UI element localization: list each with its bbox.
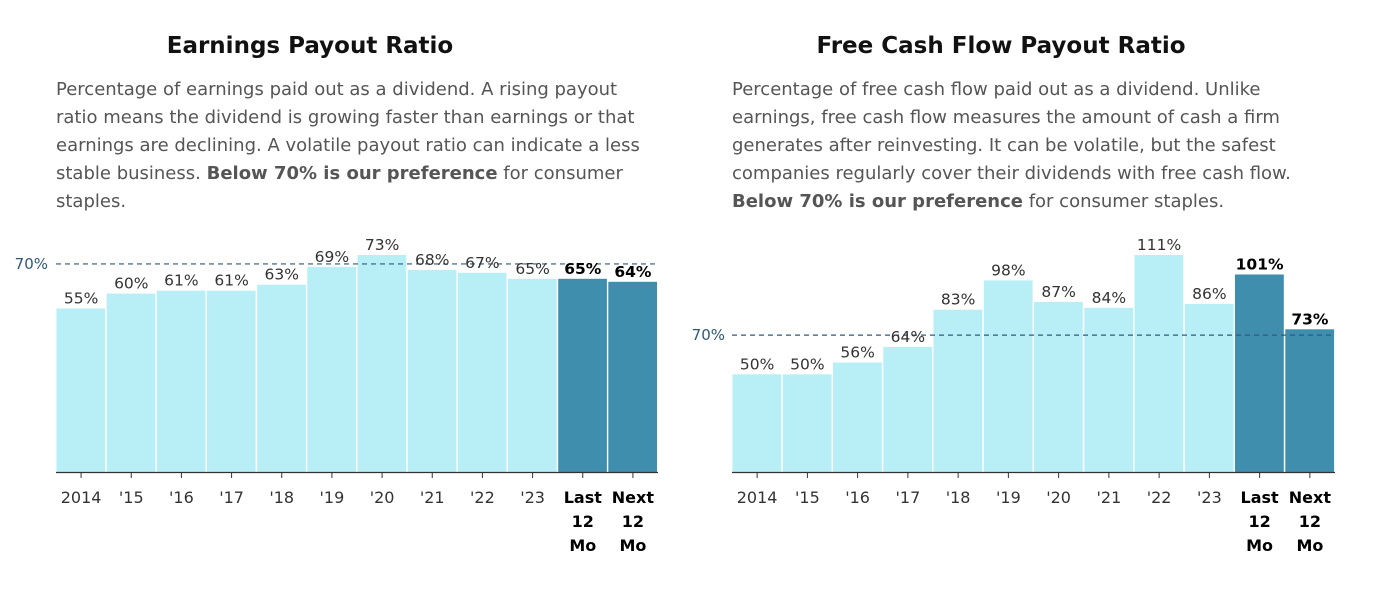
panel-title: Earnings Payout Ratio (166, 33, 454, 59)
x-tick-label: '22 (1147, 488, 1172, 507)
x-tick-label: Last 12 Mo (1241, 488, 1280, 555)
bar (357, 255, 407, 472)
description-emphasis: Below 70% is our preference (732, 191, 1023, 212)
fcf-payout-panel: Free Cash Flow Payout Ratio Percentage o… (691, 0, 1311, 594)
bar (106, 293, 156, 472)
x-tick-label: '21 (1097, 488, 1122, 507)
bar (1134, 255, 1184, 472)
x-tick-label: '23 (520, 488, 545, 507)
value-label: 86% (1192, 285, 1226, 303)
x-tick-label: Last 12 Mo (564, 488, 603, 555)
x-tick-label: '22 (470, 488, 495, 507)
bar (1235, 274, 1284, 472)
x-tick-label: Next 12 Mo (1289, 488, 1332, 555)
x-tick-label: 2014 (61, 488, 102, 507)
earnings-payout-panel: Earnings Payout Ratio Percentage of earn… (0, 0, 640, 594)
description-emphasis: Below 70% is our preference (206, 163, 498, 184)
value-label: 55% (64, 290, 98, 308)
panel-title: Free Cash Flow Payout Ratio (816, 33, 1186, 59)
x-tick-label: '15 (795, 488, 820, 507)
value-label: 111% (1137, 236, 1181, 254)
value-label: 84% (1092, 289, 1126, 307)
bar (1184, 303, 1234, 472)
value-label: 65% (515, 260, 549, 278)
value-label: 69% (315, 248, 349, 266)
value-label: 50% (740, 355, 774, 373)
bar (558, 278, 607, 472)
bar (407, 269, 457, 472)
x-tick-label: '21 (420, 488, 445, 507)
reference-label: 70% (15, 255, 48, 273)
bar (207, 290, 256, 472)
x-tick-label: '19 (320, 488, 345, 507)
value-label: 101% (1236, 256, 1284, 274)
x-tick-label: '17 (219, 488, 244, 507)
value-label: 50% (790, 355, 824, 373)
value-label: 64% (614, 263, 652, 281)
x-tick-label: '20 (1046, 488, 1071, 507)
x-tick-label: '18 (946, 488, 971, 507)
value-label: 73% (365, 236, 399, 254)
panel-description: Percentage of free cash flow paid out as… (732, 76, 1330, 216)
value-label: 87% (1041, 283, 1075, 301)
value-label: 60% (114, 275, 148, 293)
x-tick-label: '23 (1197, 488, 1222, 507)
description-text: Percentage of free cash flow paid out as… (732, 79, 1291, 184)
bar (1285, 329, 1335, 472)
bar (508, 278, 557, 472)
x-tick-label: '16 (845, 488, 870, 507)
reference-label: 70% (692, 326, 725, 344)
bar (307, 266, 356, 472)
value-label: 67% (465, 254, 499, 272)
description-text: Percentage of earnings paid out as a div… (56, 79, 640, 184)
value-label: 63% (264, 266, 298, 284)
value-label: 61% (164, 272, 198, 290)
bar (56, 308, 106, 472)
value-label: 64% (891, 328, 925, 346)
bar (883, 346, 933, 472)
bar (1034, 301, 1083, 472)
panel-description: Percentage of earnings paid out as a div… (56, 76, 654, 216)
bar (457, 272, 507, 472)
bar (732, 374, 782, 472)
x-tick-label: '20 (370, 488, 395, 507)
x-tick-label: '18 (269, 488, 294, 507)
bar (933, 309, 983, 472)
x-tick-label: 2014 (737, 488, 778, 507)
value-label: 83% (941, 291, 975, 309)
value-label: 98% (991, 261, 1025, 279)
bar (782, 374, 832, 472)
x-tick-label: '17 (896, 488, 921, 507)
bar (257, 284, 306, 472)
value-label: 73% (1291, 310, 1329, 328)
bar (608, 281, 657, 472)
x-tick-label: Next 12 Mo (612, 488, 655, 555)
value-label: 56% (840, 344, 874, 362)
value-label: 65% (564, 260, 602, 278)
description-text-end: for consumer staples. (56, 163, 623, 212)
x-tick-label: '15 (119, 488, 144, 507)
value-label: 68% (415, 251, 449, 269)
bar (156, 290, 206, 472)
x-tick-label: '16 (169, 488, 194, 507)
bar (1084, 307, 1134, 472)
bar (833, 362, 882, 472)
value-label: 61% (214, 272, 248, 290)
bar (983, 280, 1033, 472)
description-text-end: for consumer staples. (1022, 191, 1225, 212)
x-tick-label: '19 (996, 488, 1021, 507)
